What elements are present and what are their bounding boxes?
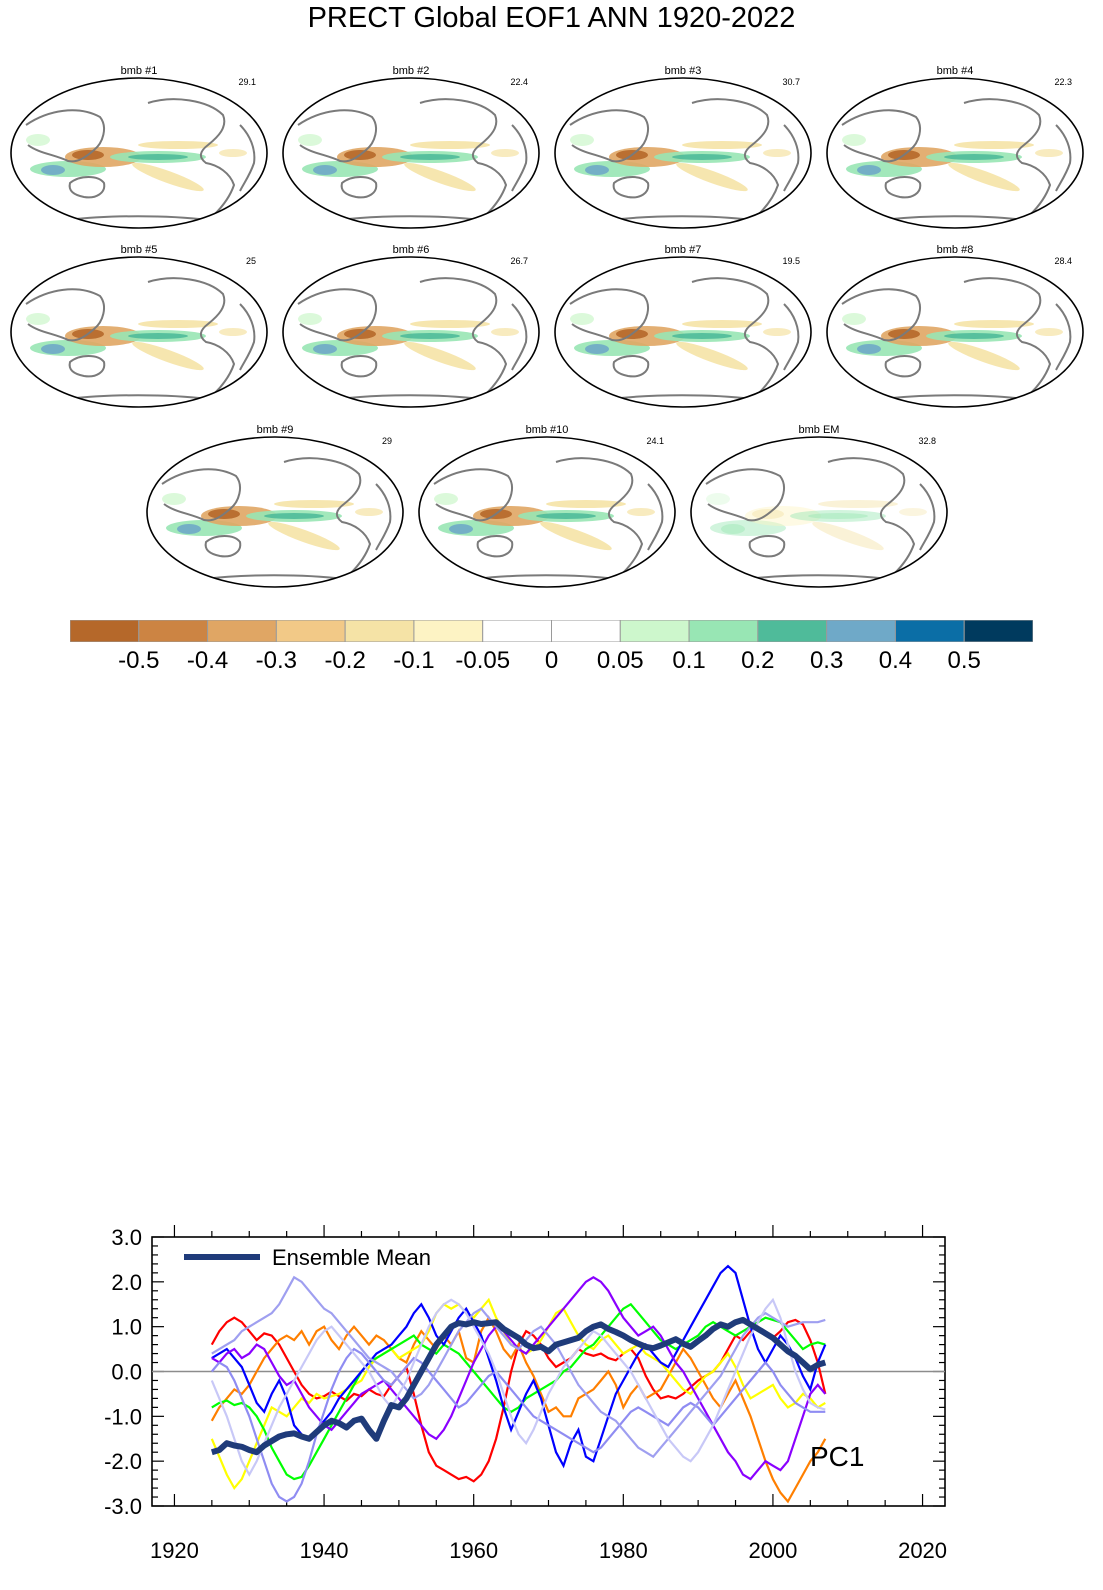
eof-map-panel: bmb #6 26.7 — [280, 244, 542, 409]
eof-map-panel: bmb #7 19.5 — [552, 244, 814, 409]
map-globe — [282, 77, 540, 229]
colorbar-swatch — [963, 620, 1033, 642]
eof-map-panel: bmb #9 29 — [144, 424, 406, 589]
colorbar-swatch — [413, 620, 484, 642]
colorbar-tick-label: -0.2 — [324, 647, 365, 674]
x-tick-label: 1980 — [599, 1538, 648, 1563]
colorbar-tick-label: 0.05 — [597, 647, 644, 674]
page-title: PRECT Global EOF1 ANN 1920-2022 — [307, 2, 796, 34]
map-panel-label: bmb #6 — [392, 244, 430, 256]
map-panel-variance-pct: 29 — [381, 436, 392, 446]
colorbar-swatch — [894, 620, 965, 642]
eof-map-panel: bmb #10 24.1 — [416, 424, 678, 589]
y-tick-label: -3.0 — [104, 1494, 142, 1519]
colorbar — [70, 620, 1033, 642]
colorbar-swatch — [826, 620, 896, 642]
colorbar-swatch — [619, 620, 690, 642]
eof-map-panel: bmb #1 29.1 — [8, 65, 270, 230]
y-tick-label: 3.0 — [111, 1225, 142, 1250]
colorbar-tick-label: 0.5 — [948, 647, 981, 674]
map-panel-variance-pct: 32.8 — [918, 436, 936, 446]
y-tick-label: -2.0 — [104, 1449, 142, 1474]
colorbar-tick-label: 0.2 — [741, 647, 774, 674]
map-panel-label: bmb #8 — [936, 244, 974, 256]
y-tick-label: 1.0 — [111, 1315, 142, 1340]
map-globe — [826, 77, 1084, 229]
map-panel-label: bmb #2 — [392, 65, 430, 77]
colorbar-tick-label: 0 — [545, 647, 558, 674]
map-panel-variance-pct: 25 — [245, 256, 256, 266]
colorbar-tick-label: -0.3 — [256, 647, 297, 674]
pc1-timeseries-chart: 3.0 2.0 1.0 0.0 -1.0 -2.0 -3.0 1920 1940 1960 1980… — [104, 1225, 947, 1563]
colorbar-tick-label: -0.5 — [118, 647, 159, 674]
x-tick-label: 2000 — [748, 1538, 797, 1563]
eof-map-panel: bmb EM 32.8 — [688, 424, 950, 589]
eof-map-panel: bmb #4 22.3 — [824, 65, 1086, 230]
member-series-line — [210, 1297, 826, 1477]
map-globe — [554, 77, 812, 229]
map-panel-label: bmb #9 — [256, 424, 294, 436]
colorbar-swatch — [138, 620, 209, 642]
x-tick-label: 1940 — [300, 1538, 349, 1563]
member-series-line — [210, 1347, 826, 1503]
map-globe — [418, 436, 676, 588]
map-panel-variance-pct: 24.1 — [646, 436, 664, 446]
map-panel-variance-pct: 22.4 — [510, 77, 528, 87]
x-tick-label: 1920 — [150, 1538, 199, 1563]
map-globe — [554, 256, 812, 408]
map-globe — [282, 256, 540, 408]
map-globe — [826, 256, 1084, 408]
colorbar-ticks: -0.5 -0.4 -0.3 -0.2 -0.1 -0.05 0 0.05 0.1 0.2 0.3 0… — [118, 647, 981, 674]
x-tick-label: 2020 — [898, 1538, 947, 1563]
eof-map-panel: bmb #3 30.7 — [552, 65, 814, 230]
map-panel-variance-pct: 19.5 — [782, 256, 800, 266]
colorbar-tick-label: 0.4 — [879, 647, 912, 674]
map-globe — [10, 77, 268, 229]
map-panel-label: bmb #4 — [936, 65, 974, 77]
colorbar-tick-label: -0.05 — [455, 647, 510, 674]
y-tick-label: 0.0 — [111, 1360, 142, 1385]
colorbar-swatch — [344, 620, 415, 642]
colorbar-swatch — [551, 620, 621, 642]
ensemble-mean-line — [210, 1316, 827, 1456]
colorbar-swatch — [70, 620, 140, 642]
map-panel-variance-pct: 26.7 — [510, 256, 528, 266]
y-tick-label: 2.0 — [111, 1270, 142, 1295]
map-globe — [146, 436, 404, 588]
colorbar-tick-label: 0.1 — [672, 647, 705, 674]
x-tick-label: 1960 — [449, 1538, 498, 1563]
colorbar-swatch — [757, 620, 828, 642]
map-panel-variance-pct: 30.7 — [782, 77, 800, 87]
map-panel-variance-pct: 29.1 — [238, 77, 256, 87]
map-panel-label: bmb #7 — [664, 244, 702, 256]
colorbar-swatch — [688, 620, 759, 642]
colorbar-tick-label: -0.1 — [393, 647, 434, 674]
colorbar-tick-label: 0.3 — [810, 647, 843, 674]
map-panel-label: bmb #10 — [525, 424, 569, 436]
colorbar-swatch — [207, 620, 277, 642]
chart-title: PC1 — [810, 1441, 864, 1472]
map-panel-variance-pct: 22.3 — [1054, 77, 1072, 87]
map-panel-label: bmb #5 — [120, 244, 158, 256]
map-globe — [10, 256, 268, 408]
y-tick-label: -1.0 — [104, 1404, 142, 1429]
eof-map-panel: bmb #5 25 — [8, 244, 270, 409]
colorbar-swatch — [482, 620, 553, 642]
legend-label: Ensemble Mean — [272, 1245, 431, 1270]
colorbar-swatch — [275, 620, 346, 642]
map-panel-label: bmb EM — [798, 424, 840, 436]
colorbar-tick-label: -0.4 — [187, 647, 228, 674]
eof-map-panel: bmb #8 28.4 — [824, 244, 1086, 409]
map-panel-label: bmb #1 — [120, 65, 158, 77]
map-globe — [690, 436, 948, 588]
member-series-line — [211, 1275, 826, 1459]
eof-map-panel: bmb #2 22.4 — [280, 65, 542, 230]
map-panel-variance-pct: 28.4 — [1054, 256, 1072, 266]
map-panel-label: bmb #3 — [664, 65, 702, 77]
